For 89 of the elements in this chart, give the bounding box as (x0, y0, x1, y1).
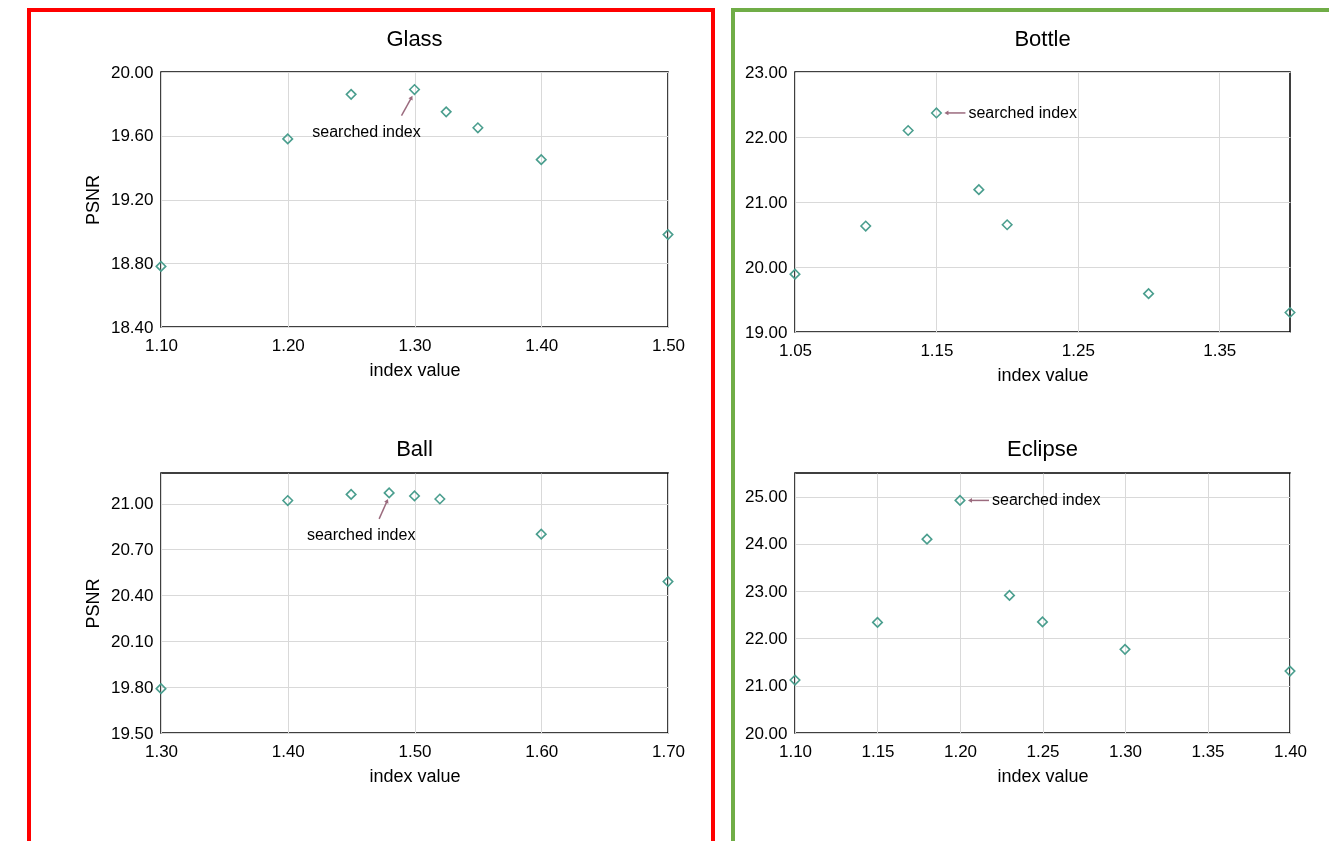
y-tick-label: 21.00 (110, 494, 154, 514)
y-tick-label: 18.40 (110, 317, 154, 337)
point (1036, 616, 1049, 628)
y-tick-label: 21.00 (744, 676, 788, 696)
x-axis-title: index value (997, 364, 1089, 385)
point (1143, 288, 1155, 300)
x-tick-label: 1.60 (525, 741, 559, 761)
point (1284, 306, 1296, 319)
chart-title: Eclipse (1007, 436, 1078, 461)
point (535, 154, 547, 166)
point (440, 106, 452, 118)
x-axis-title: index value (369, 765, 461, 786)
point (155, 260, 167, 272)
annotation: searched index (968, 103, 1077, 121)
x-axis-title: index value (369, 359, 461, 380)
point (408, 83, 421, 96)
x-tick-label: 1.40 (525, 335, 559, 355)
point (973, 184, 985, 196)
point (871, 616, 884, 628)
x-tick-label: 1.25 (1026, 741, 1060, 761)
point (434, 493, 446, 505)
point (1119, 643, 1131, 655)
point (535, 528, 547, 540)
y-tick-label: 18.80 (110, 253, 154, 273)
x-tick-label: 1.40 (1273, 741, 1308, 761)
point (345, 88, 357, 100)
point (345, 488, 357, 500)
y-axis-title: PSNR (82, 578, 103, 629)
point (662, 229, 674, 241)
y-tick-label: 19.50 (110, 723, 154, 743)
y-tick-label: 24.00 (744, 534, 788, 554)
x-tick-label: 1.30 (1108, 741, 1143, 761)
point (860, 220, 872, 232)
point (472, 122, 484, 134)
y-tick-label: 21.00 (744, 192, 788, 212)
y-tick-label: 20.00 (110, 62, 154, 82)
y-tick-label: 19.80 (110, 677, 154, 697)
x-tick-label: 1.70 (651, 741, 686, 761)
chart-title: Bottle (1014, 26, 1071, 51)
y-tick-label: 23.00 (744, 581, 788, 601)
y-tick-label: 20.40 (110, 585, 154, 605)
point (1001, 219, 1013, 231)
point (1003, 589, 1016, 601)
x-tick-label: 1.15 (861, 741, 895, 761)
annotation: searched index (312, 122, 421, 140)
point (789, 268, 801, 280)
x-tick-label: 1.40 (271, 741, 305, 761)
y-tick-label: 19.60 (110, 126, 154, 146)
x-tick-label: 1.35 (1191, 741, 1225, 761)
y-tick-label: 20.00 (744, 257, 788, 277)
point (408, 490, 421, 502)
x-axis-title: index value (997, 765, 1089, 786)
point (383, 487, 395, 499)
y-tick-label: 22.00 (744, 127, 788, 147)
point (921, 533, 933, 545)
point (282, 133, 294, 145)
y-tick-label: 20.70 (110, 539, 154, 559)
x-tick-label: 1.10 (778, 741, 813, 761)
x-tick-label: 1.10 (144, 335, 179, 355)
y-tick-label: 20.00 (744, 723, 788, 743)
x-tick-label: 1.30 (144, 741, 179, 761)
x-tick-label: 1.20 (943, 741, 978, 761)
point (662, 576, 674, 588)
chart-title: Ball (396, 436, 433, 461)
point (930, 107, 942, 119)
x-tick-label: 1.05 (778, 340, 813, 360)
x-tick-label: 1.25 (1061, 340, 1095, 360)
point (1284, 665, 1296, 677)
y-axis-title: PSNR (82, 174, 103, 226)
y-tick-label: 19.20 (110, 190, 154, 209)
x-tick-label: 1.30 (398, 335, 432, 355)
y-tick-label: 22.00 (744, 628, 788, 648)
point (789, 674, 801, 686)
x-tick-label: 1.35 (1203, 340, 1237, 360)
y-tick-label: 25.00 (744, 487, 788, 507)
point (155, 683, 167, 695)
annotation: searched index (992, 491, 1101, 509)
chart-title: Glass (386, 26, 443, 51)
x-tick-label: 1.15 (920, 340, 954, 360)
point (902, 124, 914, 137)
point (282, 494, 294, 507)
y-tick-label: 19.00 (744, 322, 788, 342)
x-tick-label: 1.50 (398, 741, 432, 761)
x-tick-label: 1.20 (271, 335, 305, 355)
annotation: searched index (306, 525, 416, 543)
point (954, 494, 966, 506)
y-tick-label: 20.10 (110, 631, 154, 651)
y-tick-label: 23.00 (744, 62, 788, 82)
x-tick-label: 1.50 (651, 335, 686, 355)
